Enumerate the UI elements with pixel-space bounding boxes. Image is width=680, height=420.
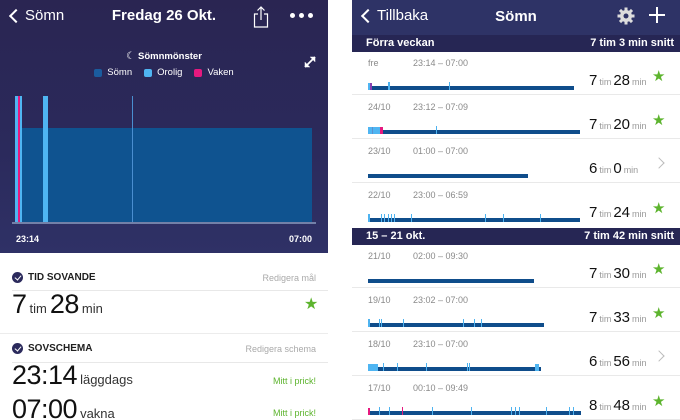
row-duration: 7 tim 33 min (589, 309, 647, 326)
sleep-log-row[interactable]: 24/10 23:12 – 07:09 7 tim 20 min ★ (352, 96, 680, 139)
chart-end-time: 07:00 (289, 234, 313, 244)
row-duration: 7 tim 24 min (589, 204, 647, 221)
section-header: SOVSCHEMA (12, 343, 92, 354)
expand-icon[interactable] (303, 55, 317, 69)
legend-title: ☾ Sömnmönster (126, 51, 202, 62)
row-time-range: 23:12 – 07:09 (413, 102, 469, 112)
row-duration: 7 tim 28 min (589, 72, 647, 89)
row-time-range: 00:10 – 09:49 (413, 383, 469, 393)
add-icon[interactable] (649, 7, 665, 23)
week-average: 7 tim 3 min snitt (590, 37, 674, 49)
divider (12, 290, 328, 291)
moon-icon: ☾ (126, 51, 136, 62)
goal-star-icon: ★ (304, 296, 319, 313)
sleep-area (19, 128, 312, 222)
row-time-range: 01:00 – 07:00 (413, 146, 469, 156)
chevron-right-icon (653, 350, 665, 362)
more-icon[interactable] (290, 9, 316, 21)
bedtime-value: 23:14 läggdags (12, 360, 133, 390)
edit-schedule-link[interactable]: Redigera schema (245, 344, 316, 354)
sleep-log-row[interactable]: 23/10 01:00 – 07:00 6 tim 0 min (352, 140, 680, 183)
sleep-log-row[interactable]: 18/10 23:10 – 07:00 6 tim 56 min (352, 333, 680, 376)
sleep-chart-header: Sömn Fredag 26 Okt. ☾ Sömnmönster Sömn (0, 0, 328, 253)
row-date: 24/10 (368, 102, 391, 112)
edit-goal-link[interactable]: Redigera mål (262, 273, 316, 283)
restless-bar (132, 96, 133, 222)
chart-legend: Sömn Orolig Vaken (0, 67, 328, 78)
row-date: 23/10 (368, 146, 391, 156)
sleep-log-row[interactable]: 17/10 00:10 – 09:49 8 tim 48 min ★ (352, 377, 680, 420)
nav-bar: Tillbaka Sömn (352, 0, 680, 35)
divider (12, 362, 328, 363)
check-icon (12, 343, 23, 354)
goal-star-icon: ★ (652, 112, 666, 129)
row-time-range: 02:00 – 09:30 (413, 251, 469, 261)
chevron-left-icon (360, 8, 376, 23)
sleep-log-row[interactable]: 21/10 02:00 – 09:30 7 tim 30 min ★ (352, 245, 680, 288)
week-header: Förra veckan 7 tim 3 min snitt (352, 35, 680, 52)
week-header: 15 – 21 okt. 7 tim 42 min snitt (352, 228, 680, 245)
week-label: 15 – 21 okt. (366, 230, 426, 242)
back-label: Tillbaka (377, 7, 429, 24)
row-date: 21/10 (368, 251, 391, 261)
goal-star-icon: ★ (652, 261, 666, 278)
check-icon (12, 272, 23, 283)
bedtime-status: Mitt i prick! (272, 376, 316, 386)
wake-status: Mitt i prick! (272, 408, 316, 418)
week-average: 7 tim 42 min snitt (584, 230, 674, 242)
chart-start-time: 23:14 (16, 234, 40, 244)
legend-swatch (94, 68, 103, 77)
time-asleep-value: 7 tim 28 min (12, 289, 103, 319)
restless-bar (15, 96, 18, 222)
sleep-log-row[interactable]: 22/10 23:00 – 06:59 7 tim 24 min ★ (352, 184, 680, 227)
share-icon[interactable] (253, 6, 269, 28)
row-duration: 7 tim 20 min (589, 116, 647, 133)
row-date: 18/10 (368, 339, 391, 349)
sleep-log-row[interactable]: 19/10 23:02 – 07:00 7 tim 33 min ★ (352, 289, 680, 332)
legend-item-orolig: Orolig (144, 67, 182, 78)
back-button[interactable]: Tillbaka (360, 7, 428, 24)
goal-star-icon: ★ (652, 68, 666, 85)
sleep-pattern-chart (12, 96, 316, 224)
gear-icon[interactable] (617, 7, 635, 25)
row-date: 19/10 (368, 295, 391, 305)
chevron-left-icon (8, 8, 24, 23)
goal-star-icon: ★ (652, 200, 666, 217)
legend-swatch (144, 68, 153, 77)
row-duration: 6 tim 0 min (589, 160, 639, 177)
row-date: 17/10 (368, 383, 391, 393)
sleep-log-panel: Tillbaka Sömn Förr (352, 0, 680, 420)
row-duration: 8 tim 48 min (589, 397, 647, 414)
row-duration: 7 tim 30 min (589, 265, 647, 282)
week-label: Förra veckan (366, 37, 435, 49)
legend-swatch (194, 68, 203, 77)
chevron-right-icon (653, 157, 665, 169)
chart-baseline (12, 222, 316, 224)
row-date: 22/10 (368, 190, 391, 200)
row-time-range: 23:00 – 06:59 (413, 190, 469, 200)
restless-bar (43, 96, 48, 222)
time-asleep-section: TID SOVANDE Redigera mål 7 tim 28 min ★ (0, 272, 328, 332)
divider (0, 333, 328, 334)
wake-value: 07:00 vakna (12, 394, 115, 420)
row-date: fre (368, 58, 379, 68)
back-label: Sömn (25, 7, 65, 24)
day-detail-panel: Sömn Fredag 26 Okt. ☾ Sömnmönster Sömn (0, 0, 328, 420)
restless-bar (20, 96, 22, 222)
legend-item-somn: Sömn (94, 67, 132, 78)
row-duration: 6 tim 56 min (589, 353, 647, 370)
row-time-range: 23:10 – 07:00 (413, 339, 469, 349)
goal-star-icon: ★ (652, 393, 666, 410)
row-time-range: 23:02 – 07:00 (413, 295, 469, 305)
awake-bar (18, 96, 20, 222)
sleep-schedule-section: SOVSCHEMA Redigera schema 23:14 läggdags … (0, 343, 328, 420)
section-header: TID SOVANDE (12, 272, 96, 283)
row-time-range: 23:14 – 07:00 (413, 58, 469, 68)
legend-item-vaken: Vaken (194, 67, 234, 78)
nav-bar: Sömn Fredag 26 Okt. (0, 0, 328, 36)
back-button[interactable]: Sömn (8, 7, 64, 24)
goal-star-icon: ★ (652, 305, 666, 322)
sleep-log-row[interactable]: fre 23:14 – 07:00 7 tim 28 min ★ (352, 52, 680, 95)
